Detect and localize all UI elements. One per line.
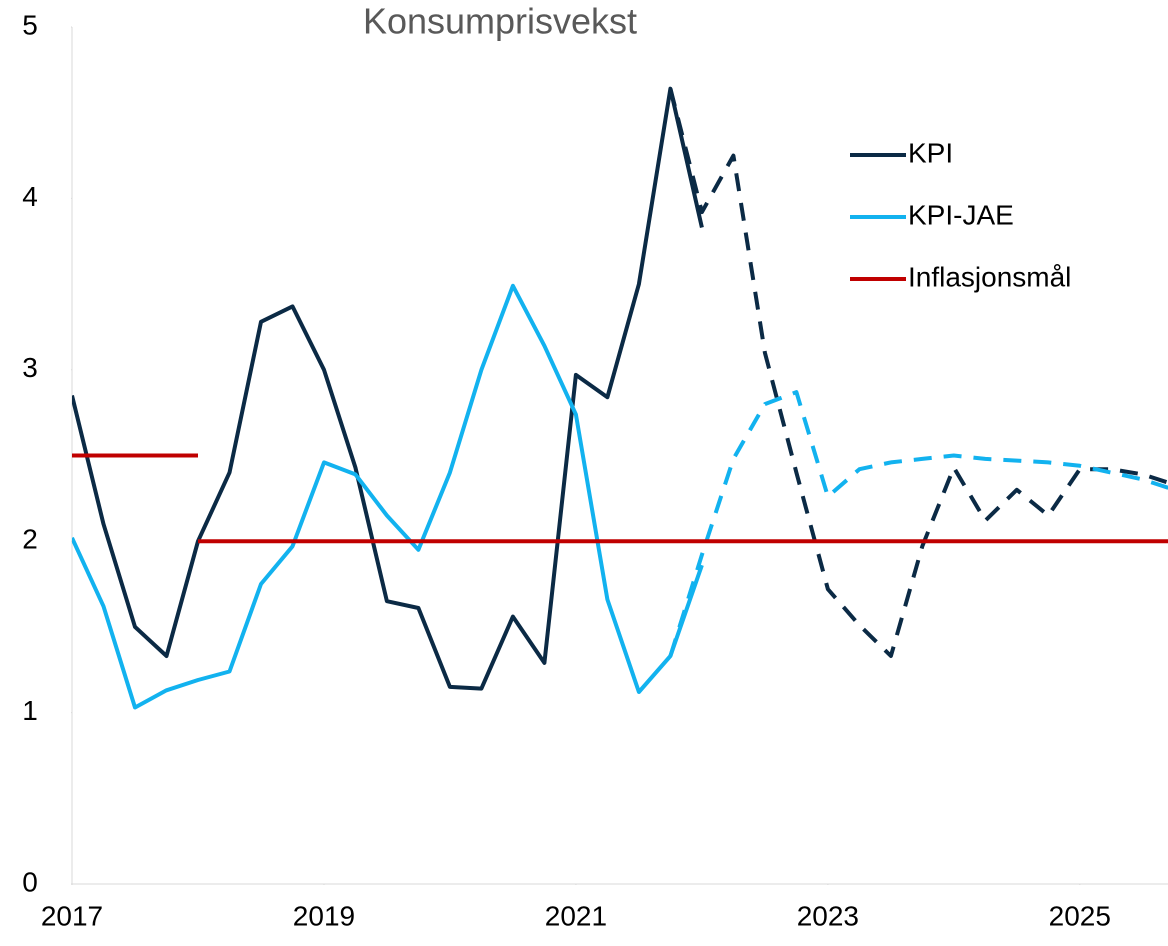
legend-label: Inflasjonsmål [908, 261, 1071, 292]
series-line [72, 283, 704, 710]
y-tick-label: 2 [22, 524, 38, 555]
y-tick-label: 0 [22, 866, 38, 897]
legend-label: KPI-JAE [908, 199, 1014, 230]
legend-label: KPI [908, 137, 953, 168]
chart-title: Konsumprisvekst [363, 1, 637, 42]
plot-area [72, 86, 1168, 710]
y-tick-label: 3 [22, 352, 38, 383]
series-line [72, 86, 704, 691]
x-tick-label: 2019 [293, 900, 355, 931]
y-tick-label: 1 [22, 695, 38, 726]
projection-line [668, 88, 1168, 658]
y-tick-label: 4 [22, 181, 38, 212]
y-tick-label: 5 [22, 9, 38, 40]
x-tick-label: 2023 [797, 900, 859, 931]
projection-line [668, 390, 1168, 657]
series-line [72, 453, 1168, 544]
x-tick-label: 2017 [41, 900, 103, 931]
x-tick-label: 2025 [1049, 900, 1111, 931]
x-tick-label: 2021 [545, 900, 607, 931]
